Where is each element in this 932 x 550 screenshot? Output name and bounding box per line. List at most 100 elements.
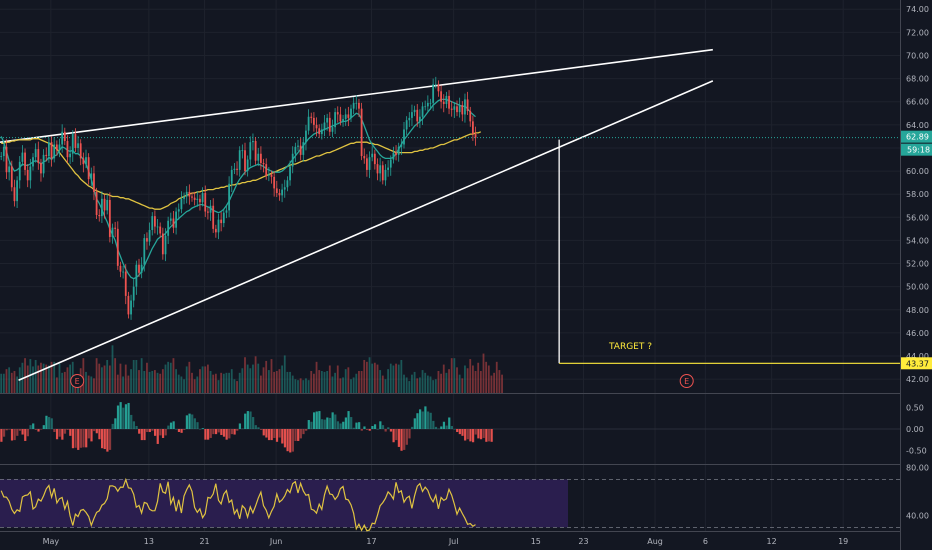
oscillator-bar	[379, 421, 382, 429]
price-axis[interactable]: 42.00 44.00 46.00 48.00 50.00 52.00 54.00 56.00…	[906, 5, 929, 384]
price-bar	[61, 131, 64, 145]
price-bar	[456, 106, 458, 113]
volume-bar	[400, 360, 403, 393]
volume-bar	[342, 377, 344, 393]
volume-bar	[495, 361, 498, 393]
volume-bar	[217, 380, 220, 393]
oscillator-bar	[302, 429, 305, 435]
price-bar	[143, 238, 146, 265]
price-bar	[371, 153, 374, 158]
price-bar	[172, 218, 175, 228]
volume-bar	[448, 369, 450, 393]
price-tick-label: 70.00	[906, 51, 929, 60]
time-tick-label: May	[43, 537, 60, 546]
price-bar	[328, 117, 331, 132]
volume-bar	[10, 372, 13, 393]
oscillator-bar	[252, 417, 255, 429]
price-bar	[233, 168, 236, 170]
price-tick-label: 66.00	[906, 98, 929, 107]
ema-long-line	[1, 131, 482, 210]
price-bar	[37, 149, 40, 163]
price-bar	[26, 169, 29, 181]
volume-bar	[209, 371, 212, 393]
volume-bar	[403, 374, 405, 393]
price-bar	[450, 108, 453, 110]
oscillator-bar	[238, 423, 241, 429]
oscillator-bar	[29, 425, 32, 429]
oscillator-bar	[466, 429, 469, 440]
oscillator-bar	[339, 423, 342, 429]
oscillator-bar	[222, 429, 226, 437]
volume-bar	[48, 365, 50, 393]
price-bar	[320, 129, 323, 135]
oscillator-bar	[108, 429, 112, 450]
oscillator-bar	[267, 429, 271, 441]
price-bar	[445, 95, 448, 105]
price-bar	[432, 84, 435, 103]
oscillator-bar	[188, 413, 191, 429]
price-bar	[262, 162, 265, 165]
price-bar	[440, 91, 442, 102]
oscillator-bar	[381, 425, 385, 429]
volume-bar	[411, 374, 413, 393]
oscillator-bar	[167, 425, 170, 429]
price-bar	[50, 142, 53, 159]
volume-bar	[119, 363, 122, 393]
target-projection[interactable]	[558, 139, 900, 364]
price-bar	[257, 153, 260, 161]
oscillator-bar	[299, 429, 302, 439]
price-bar	[336, 112, 339, 115]
volume-bar	[254, 356, 257, 393]
price-bar	[228, 183, 230, 211]
price-bar	[453, 106, 456, 110]
volume-bar	[40, 362, 42, 393]
price-bar	[212, 205, 215, 229]
oscillator-bar	[193, 418, 196, 429]
oscillator-bar	[397, 429, 400, 447]
oscillator-bar	[122, 407, 125, 429]
price-tick-label: 52.00	[906, 260, 929, 269]
price-bar	[159, 226, 162, 234]
oscillator-bar	[207, 429, 210, 440]
oscillator-bar	[453, 429, 456, 430]
price-bar	[294, 146, 297, 154]
price-bar	[291, 153, 294, 167]
price-tick-label: 64.00	[906, 121, 929, 130]
volume-bar	[498, 370, 501, 393]
time-tick-label: Jun	[269, 537, 283, 546]
oscillator-bar	[411, 426, 414, 429]
oscillator-bar	[132, 421, 135, 429]
price-bar	[151, 216, 154, 231]
price-bar	[8, 166, 11, 173]
volume-bar	[207, 364, 209, 393]
oscillator-bar	[236, 429, 239, 431]
price-bar	[238, 150, 241, 170]
price-bar	[183, 196, 185, 199]
volume-bar	[95, 358, 98, 393]
oscillator-bar	[469, 429, 472, 442]
oscillator-bar	[106, 429, 109, 452]
time-axis[interactable]: May 13 21 Jun 17 Jul 15 23 Aug 6 12 19	[43, 537, 849, 546]
price-bar	[411, 112, 413, 118]
oscillator-bar	[445, 425, 448, 429]
volume-bar	[466, 368, 469, 393]
volume-bar	[241, 368, 244, 393]
rsi-panel	[0, 477, 900, 532]
volume-bar	[146, 362, 148, 393]
price-bar	[339, 114, 342, 122]
price-bar	[331, 127, 334, 132]
volume-bar	[244, 357, 246, 393]
volume-bar	[34, 360, 37, 393]
oscillator-bar	[323, 419, 326, 429]
oscillator-bar	[233, 429, 236, 435]
oscillator-bar	[16, 429, 19, 436]
volume-bar	[220, 372, 223, 393]
volume-bar	[371, 363, 374, 393]
volume-bar	[331, 376, 334, 393]
price-bar	[260, 153, 262, 163]
price-badges: 62.89 59:18 43.37	[901, 130, 932, 370]
volume-bar	[429, 376, 432, 393]
volume-bar	[87, 375, 90, 393]
